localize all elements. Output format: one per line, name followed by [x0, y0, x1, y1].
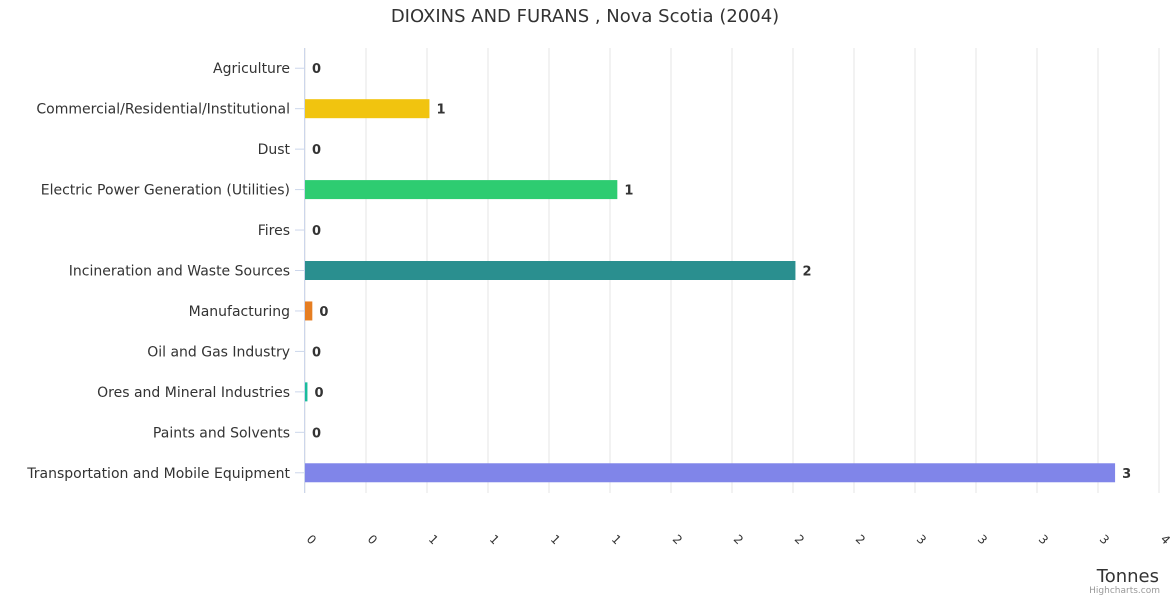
category-label: Transportation and Mobile Equipment	[26, 466, 290, 482]
x-tick-label: 3	[914, 532, 929, 547]
x-axis-title: Tonnes	[1096, 566, 1159, 587]
category-label: Incineration and Waste Sources	[69, 264, 290, 280]
x-tick-label: 2	[853, 532, 868, 547]
category-label: Commercial/Residential/Institutional	[36, 102, 290, 118]
category-label: Oil and Gas Industry	[147, 344, 290, 360]
category-label: Electric Power Generation (Utilities)	[41, 183, 290, 199]
data-label: 0	[312, 345, 321, 360]
category-label: Dust	[258, 142, 291, 158]
category-label: Fires	[258, 223, 290, 239]
data-label: 0	[319, 305, 328, 320]
x-tick-label: 1	[609, 532, 624, 547]
bar-series: 0 1 0 1 0 2 0 0 0 0 3	[305, 62, 1131, 483]
category-label: Manufacturing	[189, 304, 290, 320]
data-label: 0	[312, 224, 321, 239]
data-label: 3	[1122, 467, 1131, 482]
x-tick-label: 0	[365, 532, 380, 547]
data-label: 0	[312, 62, 321, 77]
x-tick-label: 4	[1158, 532, 1170, 547]
x-tick-label: 2	[731, 532, 746, 547]
x-tick-label: 0	[304, 532, 319, 547]
x-tick-label: 2	[792, 532, 807, 547]
bar[interactable]	[305, 463, 1116, 483]
bar[interactable]	[305, 382, 308, 402]
x-tick-label: 3	[975, 532, 990, 547]
x-tick-label: 3	[1036, 532, 1051, 547]
chart-title: DIOXINS AND FURANS , Nova Scotia (2004)	[390, 6, 780, 27]
x-tick-label: 1	[487, 532, 502, 547]
bar[interactable]	[305, 99, 430, 119]
category-label: Agriculture	[213, 61, 290, 77]
data-label: 0	[314, 386, 323, 401]
data-label: 0	[312, 143, 321, 158]
x-tick-label: 3	[1097, 532, 1112, 547]
data-label: 1	[436, 103, 445, 118]
credits-link[interactable]: Highcharts.com	[1089, 586, 1160, 596]
bar[interactable]	[305, 301, 313, 321]
category-label: Ores and Mineral Industries	[97, 385, 290, 401]
bar[interactable]	[305, 180, 618, 200]
x-tick-label: 1	[548, 532, 563, 547]
data-label: 1	[624, 184, 633, 199]
bar[interactable]	[305, 261, 796, 280]
data-label: 2	[802, 265, 811, 280]
x-tick-label: 2	[670, 532, 685, 547]
data-label: 0	[312, 426, 321, 441]
category-label: Paints and Solvents	[153, 425, 290, 441]
x-tick-label: 1	[426, 532, 441, 547]
